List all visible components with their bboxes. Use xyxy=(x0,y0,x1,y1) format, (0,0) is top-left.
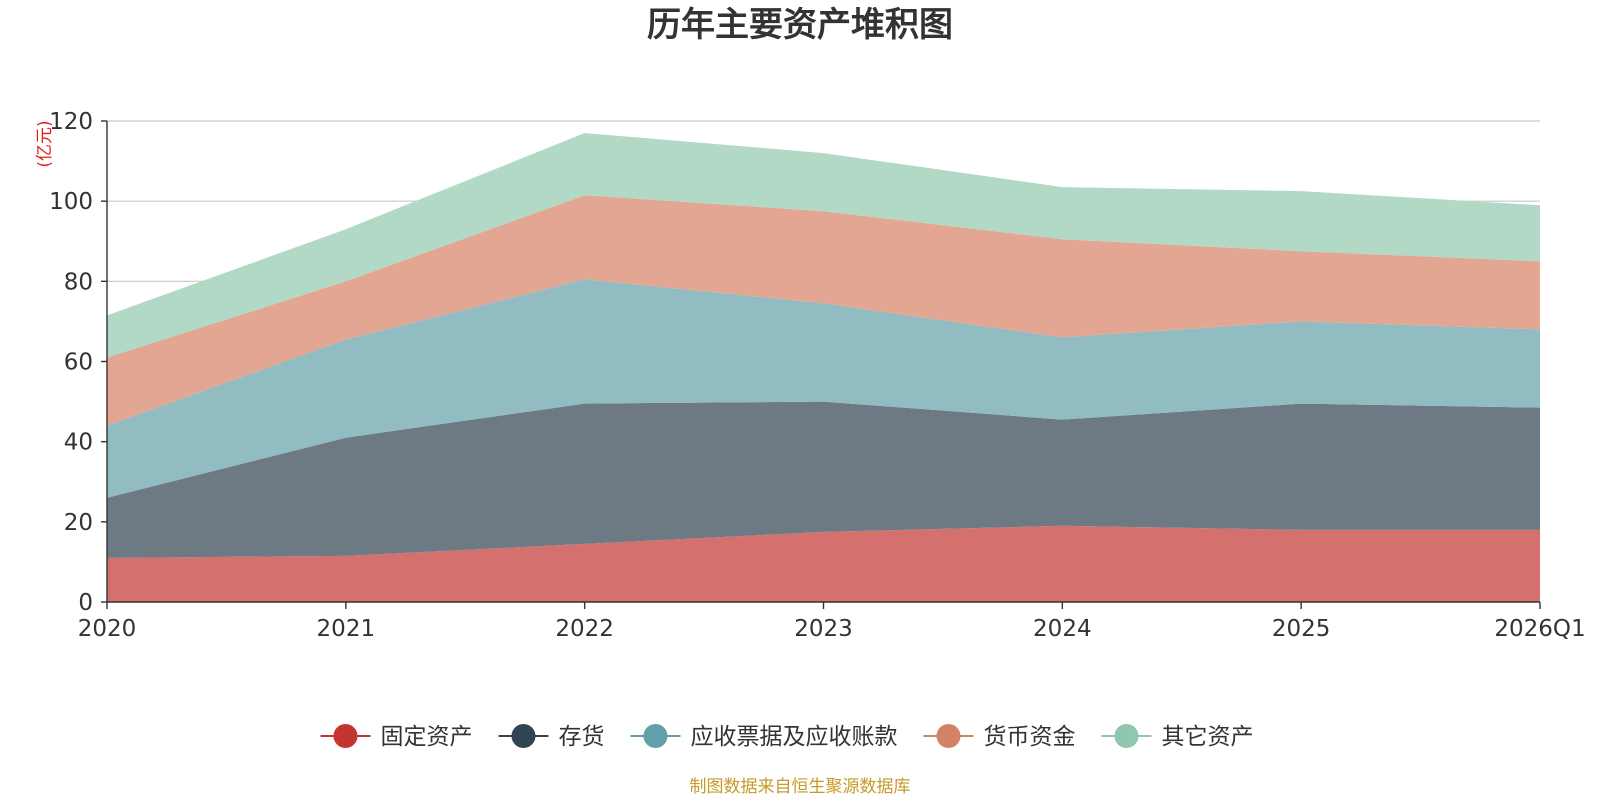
data-source-note: 制图数据来自恒生聚源数据库 xyxy=(690,777,911,797)
legend-item-3[interactable]: 货币资金 xyxy=(923,724,1076,750)
legend: 固定资产 存货 应收票据及应收账款 货币资金 其它资产 xyxy=(320,724,1254,750)
legend-item-2[interactable]: 应收票据及应收账款 xyxy=(630,724,898,750)
x-tick-label: 2020 xyxy=(78,616,137,642)
area-series-3 xyxy=(107,195,1540,426)
legend-marker xyxy=(333,724,358,748)
y-tick-label: 120 xyxy=(49,109,93,135)
area-series-4 xyxy=(107,133,1540,358)
y-tick-label: 60 xyxy=(64,350,93,376)
y-tick-label: 20 xyxy=(64,510,93,536)
legend-item-1[interactable]: 存货 xyxy=(498,724,605,750)
legend-item-0[interactable]: 固定资产 xyxy=(320,724,473,750)
legend-marker xyxy=(936,724,961,748)
area-series-1 xyxy=(107,401,1540,558)
y-tick-label: 0 xyxy=(78,590,93,616)
chart-title: 历年主要资产堆积图 xyxy=(647,5,953,45)
legend-label: 其它资产 xyxy=(1162,724,1254,750)
y-axis-unit-label: (亿元) xyxy=(35,120,55,167)
y-tick-label: 100 xyxy=(49,189,93,215)
legend-label: 存货 xyxy=(559,724,605,750)
area-series-2 xyxy=(107,279,1540,498)
legend-label: 货币资金 xyxy=(984,724,1076,750)
x-tick-label: 2025 xyxy=(1272,616,1331,642)
legend-label: 应收票据及应收账款 xyxy=(691,724,898,750)
x-tick-label: 2022 xyxy=(555,616,614,642)
legend-marker xyxy=(1114,724,1139,748)
area-series xyxy=(107,133,1540,602)
legend-item-4[interactable]: 其它资产 xyxy=(1101,724,1254,750)
legend-label: 固定资产 xyxy=(381,724,473,750)
y-tick-label: 80 xyxy=(64,269,93,295)
y-tick-label: 40 xyxy=(64,430,93,456)
axes: 0 20 40 60 80 100 120 2020 2021 2022 2023 2024 2025 2… xyxy=(49,109,1586,642)
area-series-0 xyxy=(107,525,1540,602)
x-tick-label: 2026Q1 xyxy=(1494,616,1585,642)
x-tick-label: 2024 xyxy=(1033,616,1092,642)
x-tick-label: 2023 xyxy=(794,616,853,642)
legend-marker xyxy=(511,724,536,748)
x-tick-label: 2021 xyxy=(317,616,376,642)
legend-marker xyxy=(643,724,668,748)
